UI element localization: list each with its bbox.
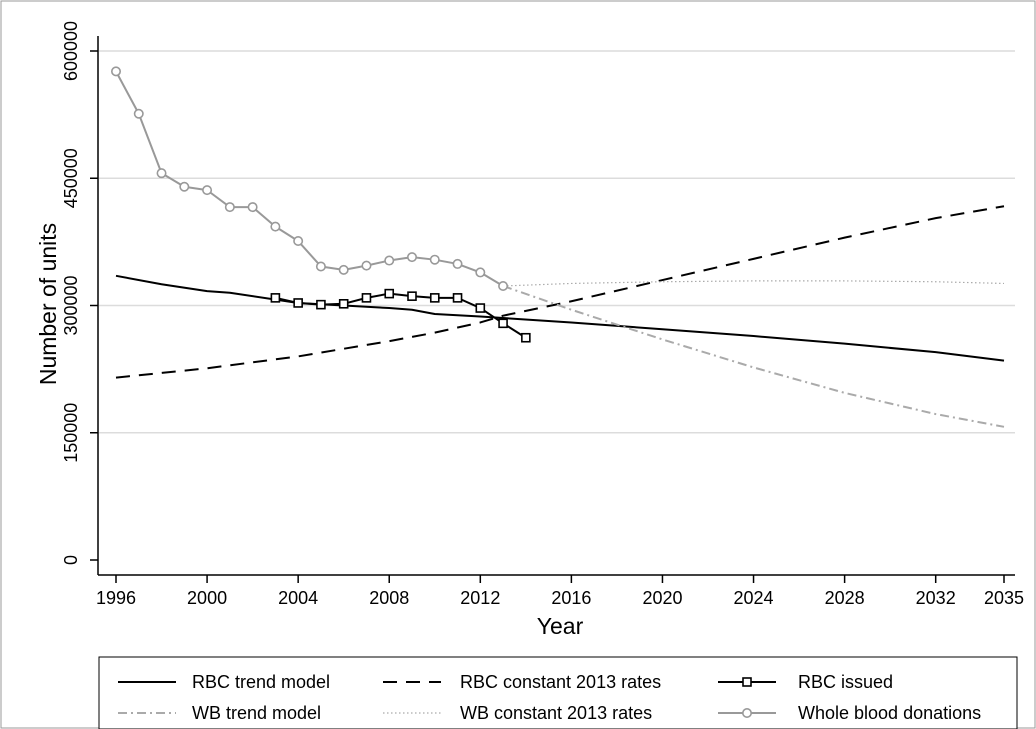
legend-label: RBC constant 2013 rates	[460, 672, 661, 692]
legend-item: RBC constant 2013 rates	[383, 672, 661, 692]
series	[503, 280, 1005, 287]
data-point	[475, 267, 486, 278]
legend-marker	[741, 707, 752, 718]
legend-item: RBC issued	[718, 672, 893, 692]
legend-item: WB trend model	[118, 703, 321, 723]
legend-label: WB trend model	[192, 703, 321, 723]
x-tick-label: 2028	[825, 588, 865, 608]
data-point	[338, 299, 349, 309]
y-tick-label: 150000	[61, 403, 81, 463]
series-line	[115, 274, 1005, 362]
legend-item: RBC trend model	[118, 672, 330, 692]
data-point	[270, 293, 281, 303]
data-point	[521, 332, 531, 343]
series	[115, 205, 1005, 379]
x-tick-label: 1996	[96, 588, 136, 608]
x-tick-label: 2024	[734, 588, 774, 608]
data-point	[384, 288, 395, 299]
data-point	[315, 261, 326, 272]
data-point	[452, 258, 463, 269]
y-tick-label: 300000	[61, 275, 81, 335]
y-tick-label: 0	[61, 555, 81, 565]
data-point	[247, 202, 258, 213]
data-point	[179, 181, 190, 192]
x-tick-label: 2000	[187, 588, 227, 608]
gridlines	[99, 50, 1015, 434]
series-layer	[111, 66, 1005, 428]
data-point	[224, 202, 235, 213]
x-axis-title: Year	[537, 613, 584, 639]
x-tick-label: 2004	[278, 588, 318, 608]
y-axis-title: Number of units	[35, 223, 61, 385]
legend-marker	[742, 677, 752, 687]
data-point	[429, 293, 440, 303]
series	[502, 285, 1005, 428]
data-point	[133, 108, 144, 119]
data-point	[429, 254, 440, 265]
data-point	[316, 299, 326, 310]
data-point	[498, 280, 509, 291]
y-tick-label: 600000	[61, 21, 81, 81]
legend-label: RBC issued	[798, 672, 893, 692]
legend-item: WB constant 2013 rates	[383, 703, 652, 723]
x-tick-label: 2016	[551, 588, 591, 608]
x-tick-label: 2020	[642, 588, 682, 608]
data-point	[293, 298, 303, 308]
x-tick-label: 2012	[460, 588, 500, 608]
data-point	[338, 264, 349, 275]
data-point	[156, 168, 167, 179]
legend-box	[98, 656, 1018, 729]
y-tick-label: 450000	[61, 148, 81, 208]
legend-label: Whole blood donations	[798, 703, 981, 723]
series	[111, 66, 509, 291]
x-tick-label: 2035	[984, 588, 1024, 608]
data-point	[475, 303, 486, 313]
data-point	[361, 293, 372, 303]
series	[270, 288, 531, 343]
series	[115, 274, 1005, 362]
data-point	[270, 221, 281, 232]
data-point	[406, 252, 417, 263]
data-point	[498, 318, 508, 329]
series-line	[115, 205, 1005, 379]
x-tick-label: 2008	[369, 588, 409, 608]
data-point	[293, 236, 304, 247]
data-point	[361, 260, 372, 271]
legend-item: Whole blood donations	[718, 703, 981, 723]
data-point	[111, 66, 122, 77]
data-point	[384, 255, 395, 266]
data-point	[202, 185, 213, 196]
series-line	[503, 280, 1005, 287]
x-tick-label: 2032	[916, 588, 956, 608]
data-point	[452, 293, 463, 303]
legend: RBC trend model RBC constant 2013 rates RB…	[118, 672, 981, 723]
data-point	[407, 291, 417, 301]
legend-label: WB constant 2013 rates	[460, 703, 652, 723]
x-axis-ticks: 1996 2000 2004 2008 2012 2016 2020 2024 2028 2032…	[96, 575, 1024, 608]
y-axis-ticks: 0 150000 300000 450000 600000	[61, 21, 98, 565]
series-line	[502, 285, 1005, 428]
legend-label: RBC trend model	[192, 672, 330, 692]
